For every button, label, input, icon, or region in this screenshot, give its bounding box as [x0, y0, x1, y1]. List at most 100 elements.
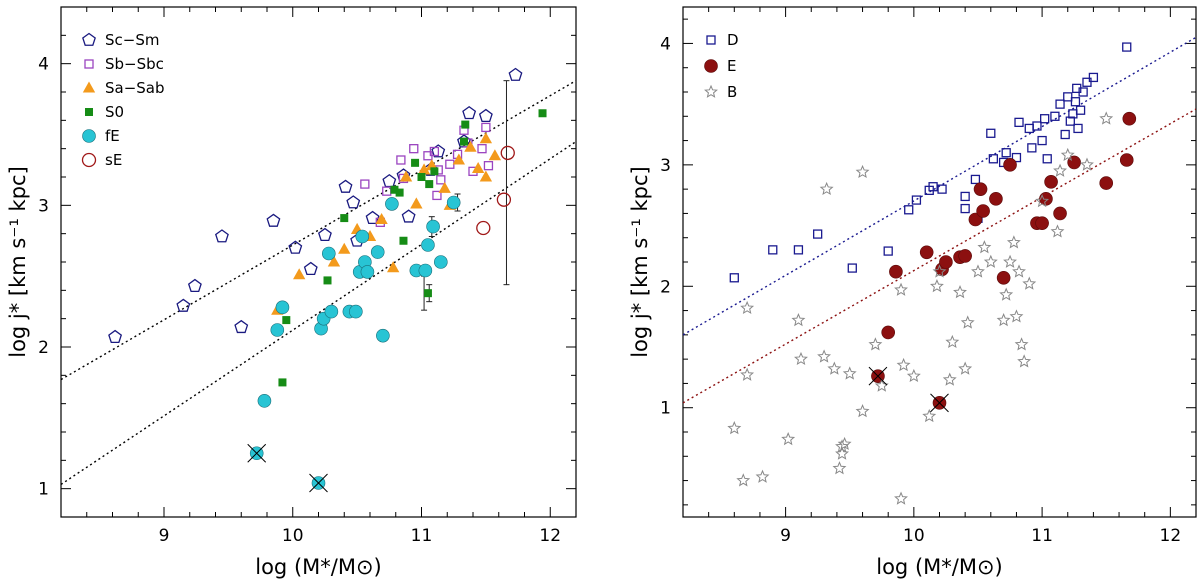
data-point [1014, 117, 1024, 128]
data-point [881, 325, 896, 340]
y-tick-label: 1 [38, 480, 49, 500]
data-point [970, 174, 981, 185]
data-point [278, 378, 287, 387]
data-point [781, 431, 796, 446]
series-sc-sm [108, 67, 523, 343]
y-tick-label: 3 [660, 156, 671, 176]
data-point [1035, 193, 1050, 208]
cross-mark [309, 473, 328, 493]
data-point [986, 128, 996, 138]
data-point [478, 108, 493, 122]
data-point [793, 245, 804, 255]
data-point [1022, 276, 1037, 290]
data-point [894, 282, 908, 296]
data-point [813, 229, 823, 239]
data-point [1006, 235, 1021, 249]
data-point [303, 261, 318, 275]
data-point [919, 245, 934, 260]
data-point [1099, 111, 1114, 125]
data-point [973, 182, 988, 196]
data-point [1042, 154, 1052, 164]
data-point [425, 180, 434, 189]
data-point [817, 349, 832, 363]
x-tick-label: 12 [539, 526, 561, 546]
x-tick-label: 9 [159, 526, 170, 546]
data-point [740, 300, 755, 315]
data-point [349, 304, 363, 319]
y-tick-label: 2 [38, 338, 49, 358]
data-point [1032, 121, 1042, 131]
x-tick-label: 9 [780, 526, 791, 546]
fit-line-2 [683, 108, 1196, 404]
data-point [1040, 114, 1050, 124]
data-point [421, 238, 435, 252]
data-point [395, 188, 404, 197]
data-point [423, 289, 432, 298]
data-point [1003, 254, 1017, 268]
data-point [340, 214, 349, 223]
data-point [434, 255, 448, 269]
data-point [462, 105, 477, 120]
legend-marker [82, 81, 96, 93]
data-point [410, 197, 423, 209]
data-point [176, 298, 191, 312]
data-point [1055, 99, 1065, 109]
data-point [996, 270, 1011, 285]
x-tick-label: 11 [1031, 526, 1053, 546]
data-point [214, 229, 229, 243]
data-point [327, 255, 341, 267]
data-point [323, 276, 332, 285]
legend-marker [704, 59, 718, 73]
y-tick-label: 2 [660, 277, 671, 297]
data-point [727, 421, 742, 435]
series-d [729, 42, 1132, 283]
data-point [409, 144, 419, 154]
data-point [1011, 152, 1022, 163]
data-point [889, 264, 903, 279]
data-point [375, 213, 388, 225]
data-point [1027, 143, 1037, 153]
data-point [755, 469, 770, 483]
legend-label: B [727, 83, 737, 101]
data-point [791, 312, 806, 327]
data-point [953, 285, 967, 299]
data-point [430, 167, 439, 176]
data-point [257, 394, 272, 408]
legend-marker [706, 35, 716, 45]
data-point [1075, 105, 1086, 115]
data-point [108, 329, 123, 343]
data-point [989, 192, 1003, 206]
data-point [438, 181, 451, 193]
data-point [321, 246, 336, 261]
series-b [727, 111, 1114, 505]
data-point [483, 161, 494, 171]
data-point [1119, 153, 1134, 167]
data-point [346, 195, 361, 209]
data-point [855, 404, 870, 418]
data-point [971, 264, 985, 278]
data-point [481, 122, 491, 133]
data-point [338, 179, 353, 193]
data-point [896, 357, 911, 372]
data-point [282, 316, 291, 325]
data-point [958, 249, 972, 263]
data-point [794, 351, 808, 366]
legend-label: S0 [105, 103, 124, 121]
cross-mark [247, 443, 267, 463]
data-point [365, 210, 380, 224]
legend-label: Sc−Sm [105, 31, 159, 49]
data-point [842, 366, 857, 380]
data-point [477, 144, 487, 154]
legend-label: fE [105, 127, 120, 145]
data-point [418, 263, 433, 278]
data-point [355, 229, 370, 244]
legend-marker [82, 129, 96, 143]
data-point [945, 334, 960, 349]
data-point [1063, 92, 1073, 102]
data-point [1009, 309, 1024, 323]
data-point [459, 137, 468, 146]
data-point [976, 204, 990, 218]
legend-label: Sa−Sab [105, 79, 165, 97]
data-point [1060, 129, 1070, 140]
